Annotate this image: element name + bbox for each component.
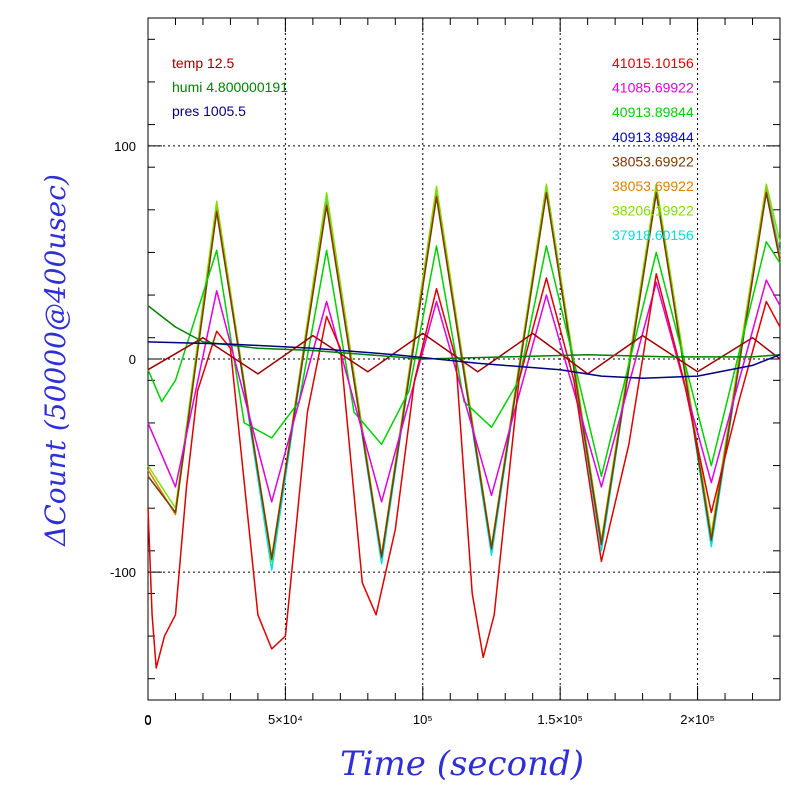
x-tick-label: 1.5×10⁵ <box>537 712 583 727</box>
series-line-7 <box>147 273 781 669</box>
legend-left-entry: pres 1005.5 <box>172 103 246 119</box>
y-tick-label: -100 <box>110 565 136 580</box>
series-line-5 <box>147 241 781 477</box>
series-line-8 <box>147 332 781 375</box>
legend-right-entry: 40913.89844 <box>612 104 694 120</box>
x-tick-label: 2×10⁵ <box>680 712 715 727</box>
y-axis-title: ΔCount (50000@400usec) <box>39 174 72 547</box>
legend-left-entry: temp 12.5 <box>172 55 234 71</box>
series-line-6 <box>147 279 781 503</box>
x-tick-label: 5×10⁴ <box>268 712 303 727</box>
grid <box>148 18 780 700</box>
legend-right-entry: 41085.69922 <box>612 80 694 96</box>
x-axis-title: Time (second) <box>340 744 584 784</box>
x-tick-label: 0 <box>144 712 151 727</box>
legend-left-entry: humi 4.800000191 <box>172 79 288 95</box>
x-origin-label: 0 <box>144 713 151 728</box>
legend-right-entry: 38053.69922 <box>612 178 694 194</box>
y-tick-label: 0 <box>129 352 136 367</box>
x-tick-label: 10⁵ <box>413 712 433 727</box>
series-line-10 <box>147 341 781 379</box>
legend-right-entry: 38053.69922 <box>612 153 694 169</box>
legend: temp 12.5 humi 4.800000191 pres 1005.5 4101… <box>172 55 694 243</box>
series-line-4 <box>147 192 781 561</box>
legend-right-entry: 38206.19922 <box>612 203 694 219</box>
legend-right-entry: 41015.10156 <box>612 55 694 71</box>
legend-right-entry: 37918.60156 <box>612 227 694 243</box>
legend-right-entry: 40913.89844 <box>612 129 694 145</box>
series-group <box>147 183 781 669</box>
y-tick-label: 100 <box>114 139 136 154</box>
series-line-9 <box>147 305 781 360</box>
